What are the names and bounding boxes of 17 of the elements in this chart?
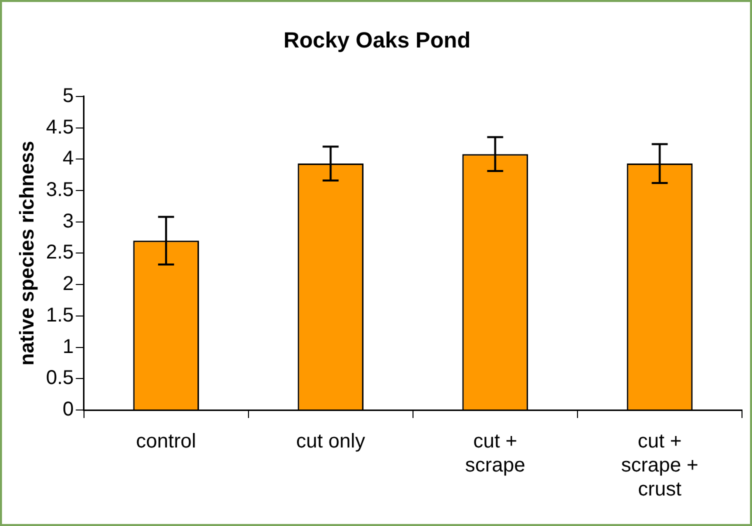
chart-title: Rocky Oaks Pond — [283, 27, 471, 52]
y-tick-label: 2.5 — [46, 242, 74, 264]
x-tick-label: cut + scrape — [465, 430, 526, 477]
x-tick-label: cut + scrape + crust — [621, 430, 698, 501]
y-tick-label: 3 — [62, 210, 74, 232]
y-tick-label: 4 — [62, 148, 74, 170]
y-tick-label: 0.5 — [46, 367, 74, 390]
y-tick-label: 4.5 — [46, 116, 74, 138]
x-tick-label: control — [136, 430, 196, 453]
y-tick-label: 3.5 — [46, 178, 74, 201]
y-tick-label: 0 — [62, 398, 74, 421]
y-tick-label: 1.5 — [46, 304, 74, 326]
y-tick-label: 2 — [62, 273, 74, 296]
y-tick-label: 1 — [62, 336, 74, 358]
y-axis-title: native species richness — [16, 140, 39, 366]
x-tick-label: cut only — [296, 430, 366, 453]
y-tick-label: 5 — [62, 84, 74, 107]
